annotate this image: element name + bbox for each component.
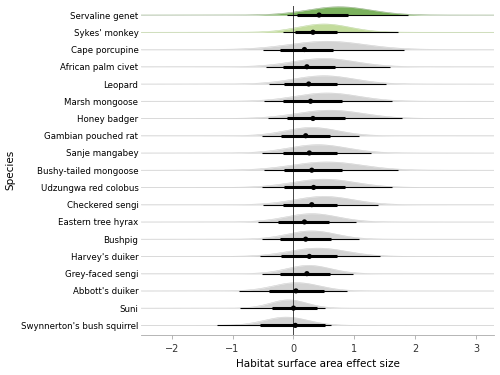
X-axis label: Habitat surface area effect size: Habitat surface area effect size — [236, 360, 400, 369]
Point — [303, 271, 311, 277]
Point — [306, 254, 314, 260]
Point — [300, 46, 308, 53]
Point — [292, 322, 300, 328]
Point — [302, 133, 310, 139]
Point — [306, 150, 314, 156]
Point — [300, 219, 308, 225]
Point — [302, 236, 310, 242]
Point — [315, 12, 323, 18]
Point — [306, 98, 314, 104]
Point — [309, 29, 317, 35]
Point — [308, 167, 316, 173]
Point — [290, 305, 298, 311]
Point — [308, 202, 316, 208]
Point — [292, 288, 300, 294]
Point — [309, 116, 317, 122]
Point — [304, 81, 312, 87]
Y-axis label: Species: Species — [6, 150, 16, 190]
Point — [310, 184, 318, 190]
Point — [303, 64, 311, 70]
